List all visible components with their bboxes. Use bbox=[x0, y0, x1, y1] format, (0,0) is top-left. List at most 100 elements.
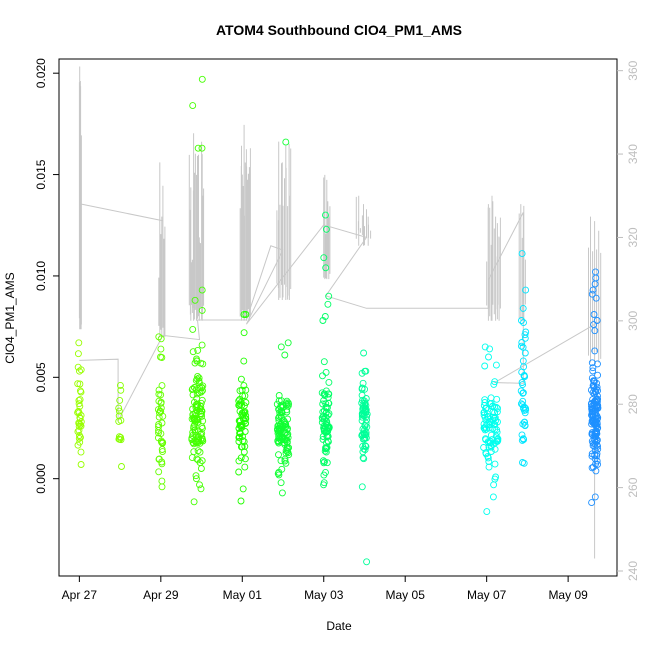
data-point bbox=[325, 292, 333, 300]
y-tick-label: 0.000 bbox=[34, 463, 48, 493]
x-tick-label: Apr 27 bbox=[62, 588, 98, 602]
data-point bbox=[361, 422, 369, 430]
data-point bbox=[591, 347, 599, 355]
data-point bbox=[191, 296, 199, 304]
data-point bbox=[192, 475, 200, 483]
data-point bbox=[521, 409, 529, 417]
data-point bbox=[194, 346, 202, 354]
data-point bbox=[519, 343, 527, 351]
y-right-tick-label: 360 bbox=[626, 60, 640, 80]
data-point bbox=[74, 428, 82, 436]
data-point bbox=[319, 433, 327, 440]
data-point bbox=[319, 317, 327, 324]
data-point bbox=[77, 448, 85, 456]
data-point bbox=[193, 455, 201, 463]
data-point bbox=[591, 436, 599, 444]
data-point bbox=[489, 402, 497, 410]
data-point bbox=[196, 448, 204, 456]
data-point bbox=[75, 339, 83, 347]
data-point bbox=[75, 434, 83, 442]
data-point bbox=[198, 341, 206, 349]
data-point bbox=[191, 416, 199, 424]
data-point bbox=[590, 377, 597, 385]
data-point bbox=[198, 306, 206, 314]
data-point bbox=[588, 464, 596, 472]
data-point bbox=[593, 428, 601, 435]
y-tick-label: 0.015 bbox=[34, 159, 48, 189]
data-point bbox=[198, 75, 206, 83]
data-point bbox=[482, 449, 490, 457]
trace-segment bbox=[355, 195, 372, 246]
data-point bbox=[492, 361, 500, 369]
data-point bbox=[155, 397, 163, 405]
data-point bbox=[482, 416, 490, 424]
data-point bbox=[360, 435, 368, 443]
data-point bbox=[193, 390, 201, 398]
data-point bbox=[592, 274, 600, 282]
data-point bbox=[117, 434, 125, 441]
data-point bbox=[74, 380, 82, 388]
data-point bbox=[518, 317, 525, 324]
y-axis-left: 0.000 0.005 0.010 0.015 0.020 bbox=[34, 58, 59, 494]
data-point bbox=[591, 493, 599, 501]
data-point bbox=[157, 335, 165, 343]
data-point bbox=[590, 384, 598, 392]
data-point bbox=[325, 378, 333, 386]
data-point bbox=[481, 396, 489, 404]
data-point bbox=[155, 409, 163, 417]
data-point bbox=[517, 400, 525, 408]
data-point bbox=[322, 448, 330, 456]
data-point bbox=[518, 342, 525, 350]
data-point bbox=[592, 427, 600, 435]
chart-title: ATOM4 Southbound ClO4_PM1_AMS bbox=[216, 22, 462, 38]
data-point bbox=[359, 396, 366, 404]
data-point bbox=[242, 399, 250, 406]
data-point bbox=[191, 409, 199, 417]
data-point bbox=[521, 349, 529, 357]
data-point bbox=[358, 483, 366, 491]
x-tick-label: Apr 29 bbox=[143, 588, 179, 602]
data-point bbox=[241, 463, 249, 471]
data-point bbox=[517, 387, 525, 395]
data-point bbox=[322, 368, 330, 376]
data-point bbox=[592, 294, 600, 302]
data-point bbox=[76, 402, 84, 410]
data-point bbox=[116, 396, 124, 404]
data-point bbox=[592, 418, 599, 426]
x-tick-label: May 07 bbox=[467, 588, 507, 602]
data-point bbox=[154, 434, 162, 442]
data-point bbox=[520, 363, 528, 371]
data-point bbox=[189, 348, 197, 356]
data-point bbox=[320, 254, 328, 262]
data-point bbox=[320, 358, 328, 366]
data-point bbox=[491, 425, 499, 433]
y-right-tick-label: 260 bbox=[626, 477, 640, 497]
data-point bbox=[198, 429, 206, 437]
data-point bbox=[193, 357, 201, 365]
y-right-tick-label: 280 bbox=[626, 394, 640, 414]
data-point bbox=[159, 439, 167, 446]
data-point bbox=[190, 448, 198, 456]
data-point bbox=[76, 420, 83, 428]
data-point bbox=[284, 339, 292, 347]
data-point bbox=[485, 443, 493, 451]
data-point bbox=[590, 311, 598, 318]
data-point bbox=[520, 372, 528, 380]
data-point bbox=[322, 409, 330, 417]
data-point bbox=[199, 417, 207, 425]
data-point bbox=[277, 343, 285, 351]
data-point bbox=[519, 459, 526, 466]
data-point bbox=[274, 470, 282, 478]
data-point bbox=[281, 421, 289, 429]
data-point bbox=[359, 454, 367, 462]
data-point bbox=[492, 432, 500, 440]
data-point bbox=[278, 465, 286, 473]
data-point bbox=[235, 438, 243, 445]
data-point bbox=[242, 412, 250, 420]
data-point bbox=[480, 420, 488, 428]
plot-frame bbox=[58, 58, 618, 577]
data-point bbox=[74, 363, 82, 371]
data-point bbox=[193, 439, 201, 447]
data-point bbox=[592, 268, 599, 276]
